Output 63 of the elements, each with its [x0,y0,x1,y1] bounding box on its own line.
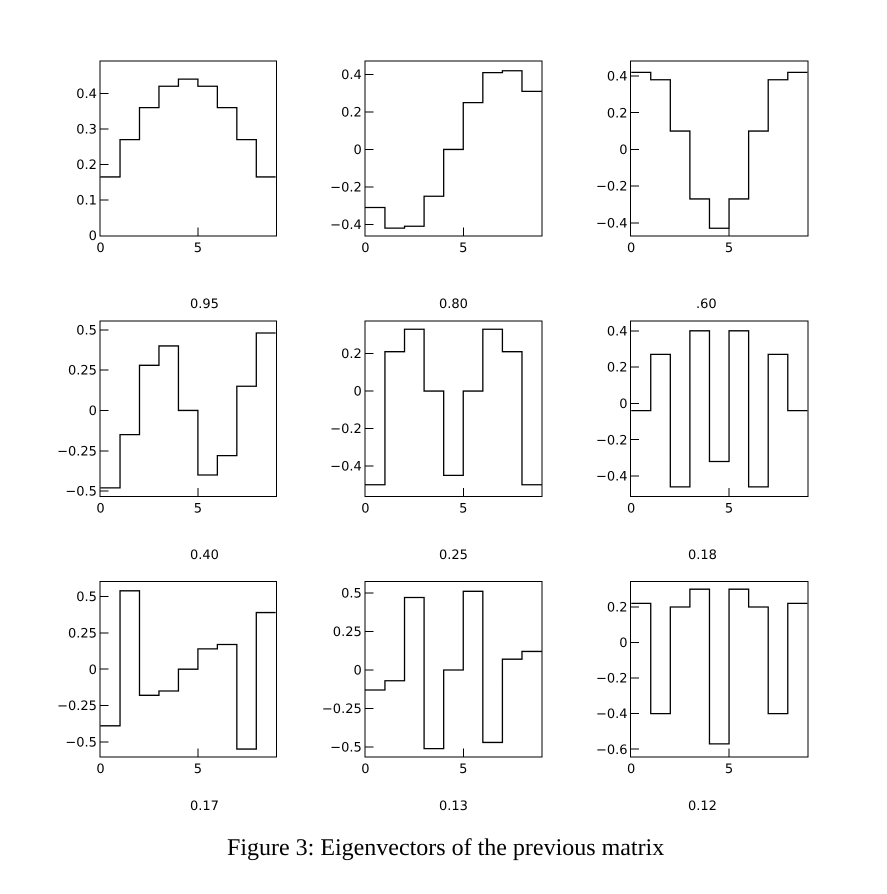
x-axis-title: 0.13 [439,799,468,814]
x-tick-label: 5 [194,762,202,777]
y-tick-label: −0.5 [65,735,97,750]
y-tick-label: −0.4 [330,460,362,475]
y-tick-label: 0 [353,142,362,158]
y-tick-label: 0.2 [606,106,628,122]
x-axis-title: 0.80 [439,297,468,312]
y-tick-label: −0.2 [330,422,362,438]
x-tick-label: 5 [194,241,202,256]
x-tick-label: 5 [194,502,202,517]
y-tick-label: 0.5 [341,586,362,602]
y-tick-label: 0.5 [76,590,97,606]
y-tick-label: −0.25 [57,699,97,714]
y-tick-label: 0 [88,662,97,678]
y-tick-label: 0 [88,229,97,244]
x-axis-title: 0.40 [190,548,219,563]
y-tick-label: 0.4 [606,324,628,340]
x-axis-title: 0.18 [688,548,717,563]
x-axis-title: 0.95 [190,297,219,312]
y-tick-label: 0.25 [68,364,97,379]
x-tick-label: 5 [724,241,734,256]
y-tick-label: −0.2 [330,180,362,196]
y-tick-label: −0.4 [596,470,628,485]
y-tick-label: 0.2 [606,360,628,376]
x-axis-title: 0.17 [190,799,219,814]
y-tick-label: 0 [619,636,628,652]
x-axis-title: 0.25 [439,548,468,563]
y-tick-label: −0.2 [596,180,628,195]
y-tick-label: 0.5 [76,323,97,338]
y-tick-label: −0.4 [596,216,628,232]
y-tick-label: 0 [619,142,628,158]
y-tick-label: 0 [353,384,362,400]
y-tick-label: −0.4 [330,218,362,233]
y-tick-label: 0.3 [76,122,97,138]
y-tick-label: −0.4 [596,707,628,722]
y-tick-label: 0.4 [606,70,628,85]
y-tick-label: 0 [353,664,362,679]
x-axis-title: .60 [696,297,717,312]
y-tick-label: −0.25 [57,444,97,460]
y-tick-label: −0.2 [596,433,628,448]
x-tick-label: 5 [724,762,734,777]
y-tick-label: 0.2 [606,600,628,616]
x-tick-label: 5 [724,502,734,517]
x-axis-title: 0.12 [688,799,717,814]
y-tick-label: 0 [88,404,97,420]
caption: Figure 3: Eigenvectors of the previous matrix [227,835,664,861]
y-tick-label: −0.25 [322,702,362,718]
y-tick-label: 0.1 [76,194,97,209]
y-tick-label: 0.25 [332,624,362,640]
x-tick-label: 5 [459,762,468,777]
y-tick-label: 0.4 [341,68,362,84]
y-tick-label: 0.25 [68,626,97,642]
y-tick-label: −0.5 [65,484,97,500]
y-tick-label: 0.2 [341,347,362,362]
y-tick-label: 0 [619,396,628,412]
y-tick-label: 0.4 [76,86,97,102]
y-tick-label: −0.6 [596,742,628,758]
y-tick-label: 0.2 [341,106,362,121]
x-tick-label: 5 [459,502,468,517]
x-tick-label: 5 [459,241,468,256]
y-tick-label: −0.2 [596,672,628,687]
y-tick-label: −0.5 [330,740,362,756]
y-tick-label: 0.2 [76,158,97,174]
